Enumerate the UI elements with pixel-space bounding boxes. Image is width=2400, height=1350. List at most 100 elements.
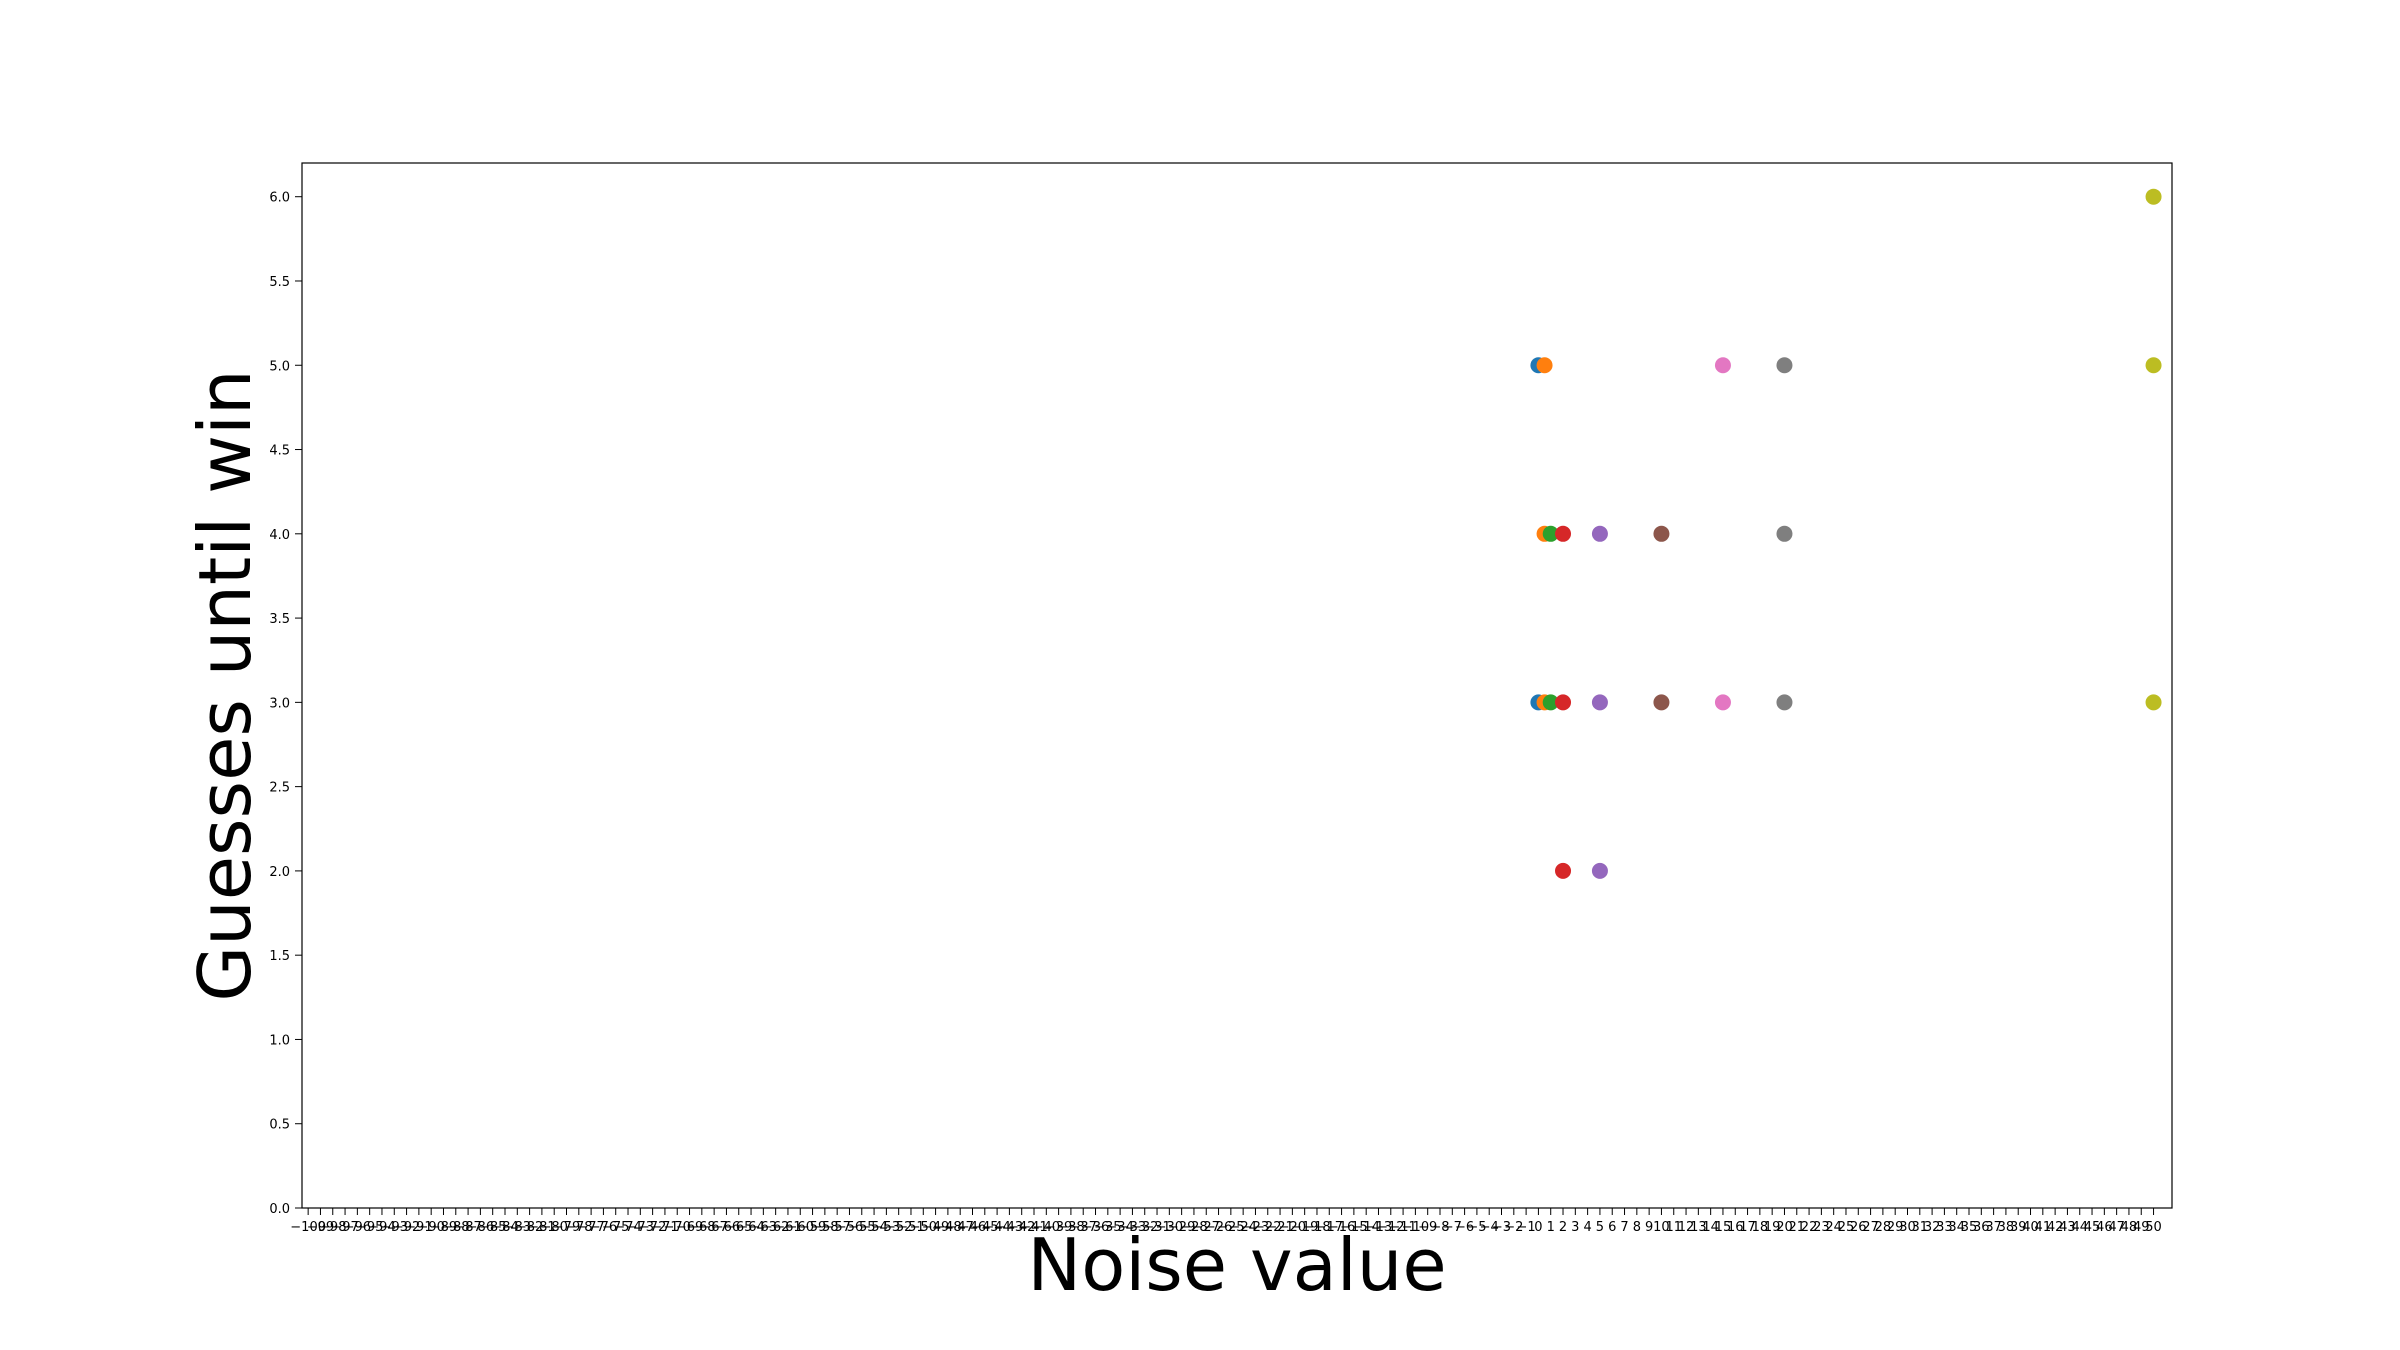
data-point <box>1653 525 1670 542</box>
y-tick-label: 6.0 <box>269 191 290 206</box>
x-tick-label: 10 <box>1653 1220 1670 1235</box>
x-tick-label: −97 <box>331 1220 358 1235</box>
x-tick-label: −54 <box>860 1220 887 1235</box>
x-tick-label: 23 <box>1813 1220 1830 1235</box>
x-tick-label: 11 <box>1665 1220 1682 1235</box>
x-tick-label: −33 <box>1119 1220 1146 1235</box>
x-tick-label: −39 <box>1045 1220 1072 1235</box>
x-tick-label: −79 <box>553 1220 580 1235</box>
x-tick-label: −6 <box>1455 1220 1474 1235</box>
y-tick-label: 5.5 <box>269 275 290 290</box>
x-tick-label: 5 <box>1596 1220 1604 1235</box>
x-tick-label: 30 <box>1899 1220 1916 1235</box>
plot-frame <box>301 162 2173 1209</box>
x-tick-label: −75 <box>602 1220 629 1235</box>
x-tick-label: −89 <box>430 1220 457 1235</box>
x-tick-label: 21 <box>1788 1220 1805 1235</box>
y-tick-label: 2.5 <box>269 781 290 796</box>
x-tick-label: −53 <box>873 1220 900 1235</box>
x-tick-label: 45 <box>2084 1220 2101 1235</box>
x-tick-label: −16 <box>1328 1220 1355 1235</box>
x-tick-label: −66 <box>713 1220 740 1235</box>
x-tick-label: −3 <box>1492 1220 1511 1235</box>
x-tick-label: 12 <box>1678 1220 1695 1235</box>
x-tick-label: −47 <box>946 1220 973 1235</box>
x-tick-label: 50 <box>2145 1220 2162 1235</box>
x-tick-label: −20 <box>1279 1220 1306 1235</box>
data-point <box>2145 188 2162 205</box>
x-tick-label: −59 <box>799 1220 826 1235</box>
x-tick-label: −64 <box>737 1220 764 1235</box>
x-tick-label: −43 <box>996 1220 1023 1235</box>
y-tick-label: 3.5 <box>269 612 290 627</box>
x-tick-label: −18 <box>1303 1220 1330 1235</box>
x-tick-label: −5 <box>1467 1220 1486 1235</box>
x-tick-label: −9 <box>1418 1220 1437 1235</box>
x-tick-label: −98 <box>319 1220 346 1235</box>
y-tick-label: 0.5 <box>269 1118 290 1133</box>
x-tick-label: 15 <box>1715 1220 1732 1235</box>
x-tick-label: −74 <box>614 1220 641 1235</box>
x-tick-label: −4 <box>1480 1220 1499 1235</box>
x-tick-label: 33 <box>1936 1220 1953 1235</box>
y-tick-label: 4.5 <box>269 444 290 459</box>
x-tick-label: 1 <box>1547 1220 1555 1235</box>
x-tick-label: 39 <box>2010 1220 2027 1235</box>
x-tick-label: −76 <box>590 1220 617 1235</box>
x-tick-label: −22 <box>1254 1220 1281 1235</box>
x-tick-label: −86 <box>467 1220 494 1235</box>
x-tick-label: −94 <box>368 1220 395 1235</box>
y-tick-label: 3.0 <box>269 696 290 711</box>
x-tick-label: 27 <box>1862 1220 1879 1235</box>
x-tick-label: −91 <box>405 1220 432 1235</box>
x-tick-label: 49 <box>2133 1220 2150 1235</box>
x-tick-label: 24 <box>1825 1220 1842 1235</box>
data-point <box>1555 862 1572 879</box>
x-tick-label: 13 <box>1690 1220 1707 1235</box>
x-tick-label: 36 <box>1973 1220 1990 1235</box>
x-tick-label: −49 <box>922 1220 949 1235</box>
x-tick-label: −26 <box>1205 1220 1232 1235</box>
x-tick-label: 40 <box>2022 1220 2039 1235</box>
x-tick-label: −23 <box>1242 1220 1269 1235</box>
x-tick-label: −30 <box>1156 1220 1183 1235</box>
x-tick-label: −38 <box>1057 1220 1084 1235</box>
data-point <box>1591 525 1608 542</box>
x-tick-label: 28 <box>1875 1220 1892 1235</box>
x-tick-label: −56 <box>836 1220 863 1235</box>
x-tick-label: −84 <box>491 1220 518 1235</box>
x-tick-label: −42 <box>1008 1220 1035 1235</box>
data-point <box>1555 694 1572 711</box>
x-tick-label: 7 <box>1620 1220 1628 1235</box>
data-point <box>1776 357 1793 374</box>
x-tick-label: −57 <box>823 1220 850 1235</box>
x-tick-label: −70 <box>664 1220 691 1235</box>
x-tick-label: −78 <box>565 1220 592 1235</box>
data-point <box>1536 357 1553 374</box>
y-tick-label: 0.0 <box>269 1202 290 1217</box>
x-tick-label: −36 <box>1082 1220 1109 1235</box>
y-axis-title: Guesses until win <box>183 369 267 1001</box>
x-tick-label: 14 <box>1702 1220 1719 1235</box>
x-tick-label: −41 <box>1020 1220 1047 1235</box>
x-tick-label: 6 <box>1608 1220 1616 1235</box>
x-tick-label: −25 <box>1217 1220 1244 1235</box>
data-point <box>1714 357 1731 374</box>
x-tick-label: 26 <box>1850 1220 1867 1235</box>
x-tick-label: −2 <box>1504 1220 1523 1235</box>
x-tick-label: −72 <box>639 1220 666 1235</box>
x-tick-label: −93 <box>381 1220 408 1235</box>
x-tick-label: −69 <box>676 1220 703 1235</box>
data-point <box>1776 694 1793 711</box>
x-tick-label: −95 <box>356 1220 383 1235</box>
data-point <box>1591 862 1608 879</box>
x-tick-label: −81 <box>528 1220 555 1235</box>
x-tick-label: −85 <box>479 1220 506 1235</box>
x-tick-label: −73 <box>627 1220 654 1235</box>
x-tick-label: −60 <box>787 1220 814 1235</box>
x-tick-label: −11 <box>1389 1220 1416 1235</box>
y-tick-label: 2.0 <box>269 865 290 880</box>
data-point <box>2145 694 2162 711</box>
x-tick-label: −34 <box>1106 1220 1133 1235</box>
